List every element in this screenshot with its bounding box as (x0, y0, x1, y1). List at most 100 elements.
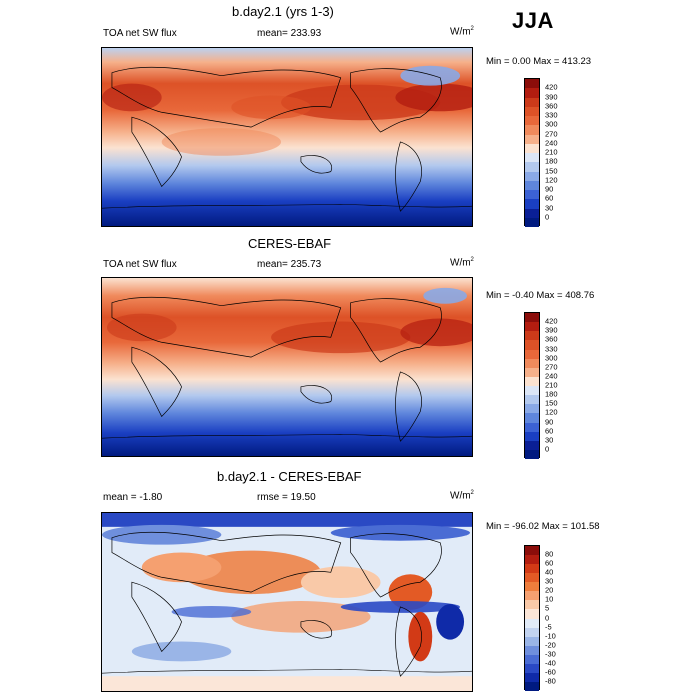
colorbar-swatch (525, 600, 539, 610)
colorbar-swatch (525, 153, 539, 163)
colorbar-swatch (525, 663, 539, 673)
colorbar-swatch (525, 618, 539, 628)
colorbar-swatch (525, 645, 539, 655)
panel3-map (101, 512, 473, 692)
colorbar-swatch (525, 609, 539, 619)
colorbar-tick-label: -10 (545, 631, 556, 641)
colorbar-tick-label: 390 (545, 325, 558, 335)
colorbar-tick-label: 60 (545, 193, 554, 203)
colorbar-tick-label: -40 (545, 658, 556, 668)
colorbar-tick-label: 90 (545, 417, 554, 426)
colorbar-tick-label: 10 (545, 594, 554, 604)
colorbar-tick-label: 80 (545, 549, 554, 559)
colorbar-swatch (525, 180, 539, 190)
colorbar-swatch (525, 672, 539, 682)
colorbar-swatch (525, 162, 539, 172)
colorbar-tick-label: 270 (545, 129, 558, 138)
colorbar-tick-label: 240 (545, 371, 558, 381)
colorbar-swatch (525, 636, 539, 646)
colorbar-swatch (525, 340, 539, 350)
colorbar-tick-label: 330 (545, 344, 558, 353)
colorbar-swatch (525, 190, 539, 200)
panel2-map (101, 277, 473, 457)
colorbar-tick-label: 180 (545, 156, 558, 166)
panel2-minmax: Min = -0.40 Max = 408.76 (486, 290, 595, 301)
colorbar-swatch (525, 431, 539, 441)
colorbar-swatch (525, 555, 539, 565)
colorbar-swatch (525, 546, 539, 556)
colorbar-tick-label: 300 (545, 119, 558, 129)
colorbar-swatch (525, 681, 539, 691)
colorbar-swatch (525, 404, 539, 414)
panel1-colorbar (524, 78, 540, 227)
colorbar-tick-label: 40 (545, 567, 554, 577)
colorbar-swatch (525, 134, 539, 144)
colorbar-swatch (525, 322, 539, 332)
panel1-map (101, 47, 473, 227)
colorbar-tick-label: 420 (545, 82, 558, 92)
panel2-colorbar (524, 312, 540, 459)
panel3-rmse: rmse = 19.50 (257, 492, 316, 503)
colorbar-tick-label: 0 (545, 212, 550, 222)
panel2-title: CERES-EBAF (248, 236, 332, 251)
colorbar-swatch (525, 106, 539, 116)
colorbar-swatch (525, 208, 539, 218)
colorbar-tick-label: -5 (545, 622, 552, 632)
colorbar-swatch (525, 199, 539, 209)
colorbar-swatch (525, 79, 539, 89)
colorbar-swatch (525, 591, 539, 601)
colorbar-swatch (525, 358, 539, 368)
panel1-units: W/m2 (450, 26, 474, 38)
panel3-minmax: Min = -96.02 Max = 101.58 (486, 521, 600, 532)
colorbar-swatch (525, 217, 539, 227)
panel3-units: W/m2 (450, 490, 474, 502)
colorbar-swatch (525, 386, 539, 396)
panel3-mean: mean = -1.80 (103, 492, 163, 503)
colorbar-swatch (525, 313, 539, 323)
panel1-map-svg (102, 48, 472, 226)
colorbar-tick-label: 240 (545, 138, 558, 148)
colorbar-tick-label: 90 (545, 184, 554, 194)
colorbar-swatch (525, 116, 539, 126)
colorbar-tick-label: -20 (545, 640, 556, 650)
colorbar-swatch (525, 654, 539, 664)
colorbar-tick-label: 0 (545, 613, 550, 622)
colorbar-tick-label: 270 (545, 362, 558, 372)
colorbar-tick-label: 30 (545, 203, 554, 212)
colorbar-swatch (525, 449, 539, 459)
colorbar-tick-label: 120 (545, 175, 558, 185)
panel2-mean: mean= 235.73 (257, 259, 322, 270)
colorbar-tick-label: -30 (545, 649, 556, 659)
panel3-colorbar (524, 545, 540, 691)
colorbar-swatch (525, 395, 539, 405)
colorbar-swatch (525, 349, 539, 359)
colorbar-tick-label: 60 (545, 426, 554, 436)
panel3-title: b.day2.1 - CERES-EBAF (217, 469, 362, 484)
colorbar-tick-label: 0 (545, 444, 550, 454)
colorbar-swatch (525, 627, 539, 637)
colorbar-tick-label: 30 (545, 435, 554, 445)
panel1-minmax: Min = 0.00 Max = 413.23 (486, 56, 592, 67)
colorbar-swatch (525, 440, 539, 450)
colorbar-tick-label: 390 (545, 92, 558, 101)
colorbar-tick-label: 60 (545, 558, 554, 568)
colorbar-tick-label: 120 (545, 407, 558, 417)
colorbar-tick-label: 330 (545, 110, 558, 120)
colorbar-swatch (525, 422, 539, 432)
panel2-variable: TOA net SW flux (103, 259, 177, 270)
panel2-map-svg (102, 278, 472, 456)
colorbar-tick-label: 30 (545, 576, 554, 586)
colorbar-swatch (525, 573, 539, 583)
colorbar-swatch (525, 171, 539, 181)
colorbar-tick-label: -60 (545, 667, 556, 677)
colorbar-tick-label: 150 (545, 166, 558, 175)
colorbar-tick-label: 210 (545, 380, 558, 390)
colorbar-swatch (525, 143, 539, 153)
colorbar-swatch (525, 97, 539, 107)
colorbar-tick-label: 420 (545, 316, 558, 326)
colorbar-tick-label: 360 (545, 334, 558, 344)
colorbar-swatch (525, 88, 539, 98)
colorbar-swatch (525, 413, 539, 423)
panel2-units: W/m2 (450, 257, 474, 269)
colorbar-swatch (525, 125, 539, 135)
